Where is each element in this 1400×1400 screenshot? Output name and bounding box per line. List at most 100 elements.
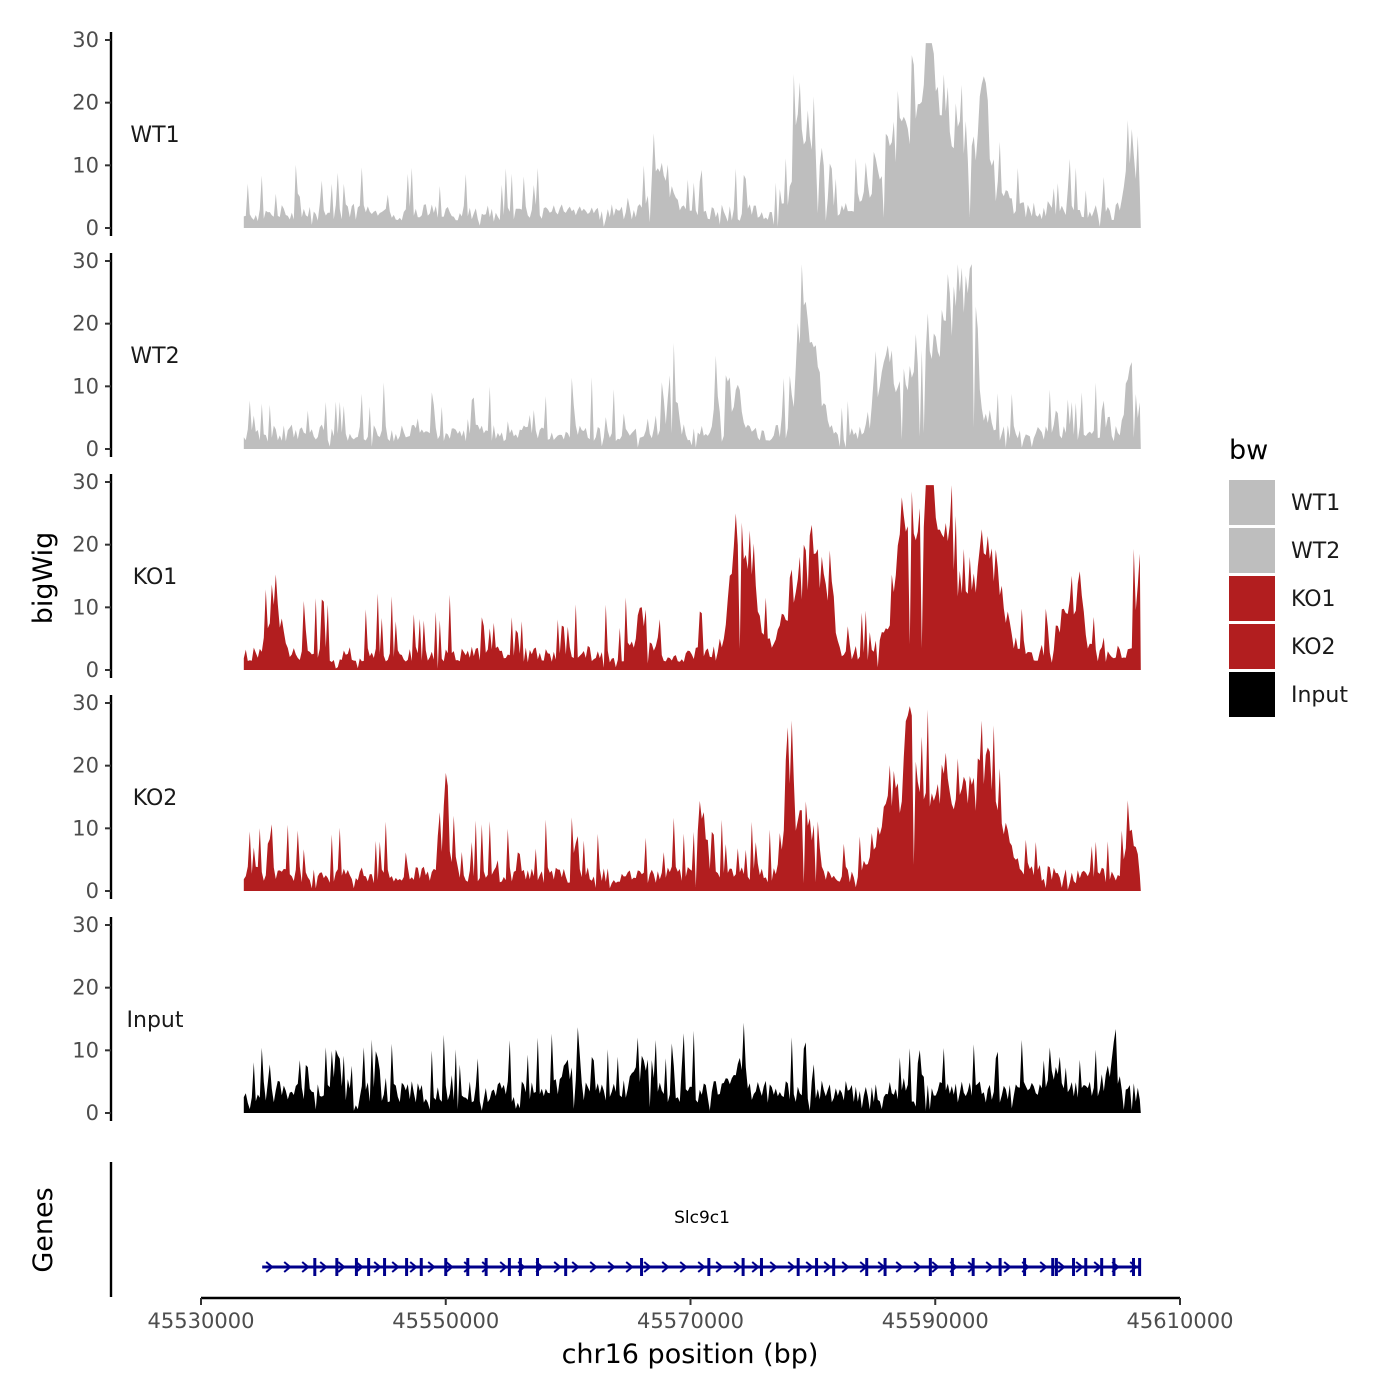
track-label: WT2 bbox=[130, 344, 179, 369]
exon bbox=[335, 1258, 339, 1276]
track-label: Input bbox=[127, 1008, 184, 1033]
x-tick-label: 45590000 bbox=[882, 1309, 989, 1333]
strand-arrow bbox=[1057, 1261, 1066, 1273]
y-tick-label: 10 bbox=[72, 816, 99, 840]
legend-key-KO2 bbox=[1229, 624, 1275, 669]
exon bbox=[759, 1258, 763, 1276]
y-tick-label: 20 bbox=[72, 91, 99, 115]
strand-arrow bbox=[643, 1261, 652, 1273]
strand-arrow bbox=[283, 1261, 292, 1273]
y-tick-label: 0 bbox=[86, 1101, 99, 1125]
exon bbox=[998, 1258, 1002, 1276]
x-tick-label: 45610000 bbox=[1127, 1309, 1234, 1333]
strand-arrow bbox=[607, 1261, 616, 1273]
track-label: KO2 bbox=[133, 786, 178, 811]
strand-arrow bbox=[733, 1261, 742, 1273]
y-tick-label: 30 bbox=[72, 691, 99, 715]
exon bbox=[383, 1258, 387, 1276]
signal-area-WT2 bbox=[243, 264, 1141, 449]
exon bbox=[444, 1258, 448, 1276]
track-label: KO1 bbox=[133, 565, 178, 590]
signal-area-KO1 bbox=[243, 485, 1141, 670]
strand-arrow bbox=[985, 1261, 994, 1273]
legend-label-WT1: WT1 bbox=[1291, 491, 1340, 516]
strand-arrow bbox=[427, 1261, 436, 1273]
track-label: WT1 bbox=[130, 123, 179, 148]
strand-arrow bbox=[895, 1261, 904, 1273]
y-tick-label: 0 bbox=[86, 879, 99, 903]
strand-arrow bbox=[589, 1261, 598, 1273]
y-tick-label: 10 bbox=[72, 374, 99, 398]
legend-label-KO1: KO1 bbox=[1291, 587, 1336, 612]
strand-arrow bbox=[409, 1261, 418, 1273]
strand-arrow bbox=[787, 1261, 796, 1273]
strand-arrow bbox=[697, 1261, 706, 1273]
exon bbox=[741, 1258, 745, 1276]
y-tick-label: 0 bbox=[86, 658, 99, 682]
exon bbox=[466, 1258, 470, 1276]
y-tick-label: 20 bbox=[72, 533, 99, 557]
strand-arrow bbox=[337, 1261, 346, 1273]
exon bbox=[640, 1258, 644, 1276]
track-WT2: 0 10 20 30 WT2 bbox=[72, 249, 1141, 461]
legend-key-WT2 bbox=[1229, 528, 1275, 573]
y-axis-title: bigWig bbox=[28, 532, 59, 625]
strand-arrow bbox=[625, 1261, 634, 1273]
strand-arrow bbox=[805, 1261, 814, 1273]
exon bbox=[1131, 1258, 1135, 1276]
strand-arrow bbox=[931, 1261, 940, 1273]
strand-arrow bbox=[463, 1261, 472, 1273]
exon bbox=[419, 1258, 423, 1276]
strand-arrow bbox=[355, 1261, 364, 1273]
y-tick-label: 30 bbox=[72, 470, 99, 494]
y-tick-label: 20 bbox=[72, 754, 99, 778]
exon bbox=[950, 1258, 954, 1276]
exon bbox=[1112, 1258, 1116, 1276]
gene-label: Slc9c1 bbox=[674, 1208, 730, 1228]
exon bbox=[536, 1258, 540, 1276]
strand-arrow bbox=[913, 1261, 922, 1273]
exon bbox=[1054, 1258, 1058, 1276]
strand-arrow bbox=[553, 1261, 562, 1273]
strand-arrow bbox=[499, 1261, 508, 1273]
x-tick-label: 45570000 bbox=[637, 1309, 744, 1333]
legend-label-Input: Input bbox=[1291, 683, 1348, 708]
exon bbox=[484, 1258, 488, 1276]
strand-arrow bbox=[319, 1261, 328, 1273]
legend-label-KO2: KO2 bbox=[1291, 635, 1336, 660]
track-KO2: 0 10 20 30 KO2 bbox=[72, 691, 1141, 903]
exon bbox=[405, 1258, 409, 1276]
y-tick-label: 0 bbox=[86, 216, 99, 240]
strand-arrow bbox=[769, 1261, 778, 1273]
gene-track: Slc9c1 bbox=[109, 1162, 1142, 1297]
exon bbox=[518, 1258, 522, 1276]
y-tick-label: 30 bbox=[72, 249, 99, 273]
strand-arrow bbox=[1039, 1261, 1048, 1273]
track-WT1: 0 10 20 30 WT1 bbox=[72, 28, 1141, 240]
exon bbox=[354, 1258, 358, 1276]
exon bbox=[707, 1258, 711, 1276]
strand-arrow bbox=[841, 1261, 850, 1273]
exon bbox=[367, 1258, 371, 1276]
strand-arrow bbox=[661, 1261, 670, 1273]
strand-arrow bbox=[445, 1261, 454, 1273]
y-tick-label: 0 bbox=[86, 437, 99, 461]
track-Input: 0 10 20 30 Input bbox=[72, 913, 1141, 1125]
exon bbox=[971, 1258, 975, 1276]
legend-key-WT1 bbox=[1229, 480, 1275, 525]
legend-label-WT2: WT2 bbox=[1291, 539, 1340, 564]
signal-area-KO2 bbox=[243, 706, 1141, 891]
exon bbox=[865, 1258, 869, 1276]
exon bbox=[928, 1258, 932, 1276]
exon bbox=[313, 1258, 317, 1276]
strand-arrow bbox=[715, 1261, 724, 1273]
exon bbox=[1084, 1258, 1088, 1276]
y-tick-label: 30 bbox=[72, 913, 99, 937]
legend: bw WT1 WT2 KO1 KO2 Input bbox=[1229, 435, 1348, 717]
legend-key-KO1 bbox=[1229, 576, 1275, 621]
strand-arrow bbox=[1003, 1261, 1012, 1273]
strand-arrow bbox=[823, 1261, 832, 1273]
signal-area-WT1 bbox=[243, 43, 1141, 228]
legend-title: bw bbox=[1229, 435, 1268, 466]
